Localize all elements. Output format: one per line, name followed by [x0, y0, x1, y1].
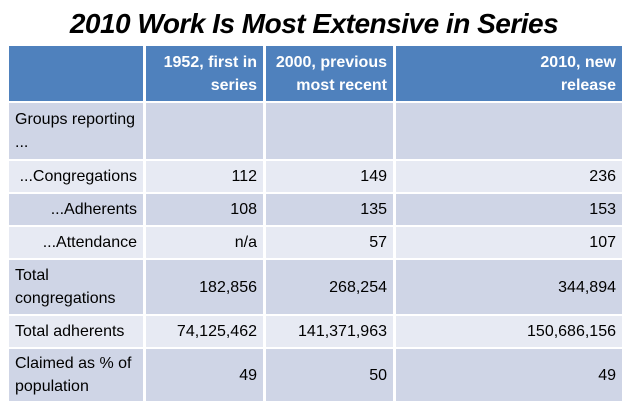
row-label: ...Adherents: [6, 192, 146, 227]
row-label: Total adherents: [6, 314, 146, 349]
cell-value: 268,254: [263, 258, 396, 316]
table-row-congregations: ...Congregations 112 149 236: [6, 159, 625, 194]
cell-value: 344,894: [393, 258, 625, 316]
cell-value: 182,856: [143, 258, 266, 316]
cell-value: [143, 101, 266, 161]
cell-value: 74,125,462: [143, 314, 266, 349]
column-header-2010: 2010, new release: [393, 44, 625, 103]
slide-title: 2010 Work Is Most Extensive in Series: [69, 8, 559, 39]
table-row-total-congregations: Total congregations 182,856 268,254 344,…: [6, 258, 625, 316]
cell-value: 150,686,156: [393, 314, 625, 349]
row-label: Groups reporting ...: [6, 101, 146, 161]
cell-value: n/a: [143, 225, 266, 260]
cell-value: 107: [393, 225, 625, 260]
cell-value: 153: [393, 192, 625, 227]
cell-value: 50: [263, 347, 396, 403]
table-row-claimed-percent: Claimed as % of population 49 50 49: [6, 347, 625, 403]
row-label: ...Attendance: [6, 225, 146, 260]
cell-value: 141,371,963: [263, 314, 396, 349]
cell-value: 236: [393, 159, 625, 194]
column-header-2000: 2000, previous most recent: [263, 44, 396, 103]
row-label: Claimed as % of population: [6, 347, 146, 403]
cell-value: 108: [143, 192, 266, 227]
cell-value: 135: [263, 192, 396, 227]
cell-value: 112: [143, 159, 266, 194]
table-row-total-adherents: Total adherents 74,125,462 141,371,963 1…: [6, 314, 625, 349]
cell-value: 57: [263, 225, 396, 260]
column-header-1952: 1952, first in series: [143, 44, 266, 103]
data-table: 1952, first in series 2000, previous mos…: [6, 44, 625, 403]
table-row-groups-reporting: Groups reporting ...: [6, 101, 625, 161]
cell-value: 49: [143, 347, 266, 403]
table-row-attendance: ...Attendance n/a 57 107: [6, 225, 625, 260]
cell-value: 149: [263, 159, 396, 194]
table-row-adherents: ...Adherents 108 135 153: [6, 192, 625, 227]
cell-value: 49: [393, 347, 625, 403]
header-row: 1952, first in series 2000, previous mos…: [6, 44, 625, 103]
cell-value: [263, 101, 396, 161]
row-label: ...Congregations: [6, 159, 146, 194]
column-header-empty: [6, 44, 146, 103]
row-label: Total congregations: [6, 258, 146, 316]
cell-value: [393, 101, 625, 161]
